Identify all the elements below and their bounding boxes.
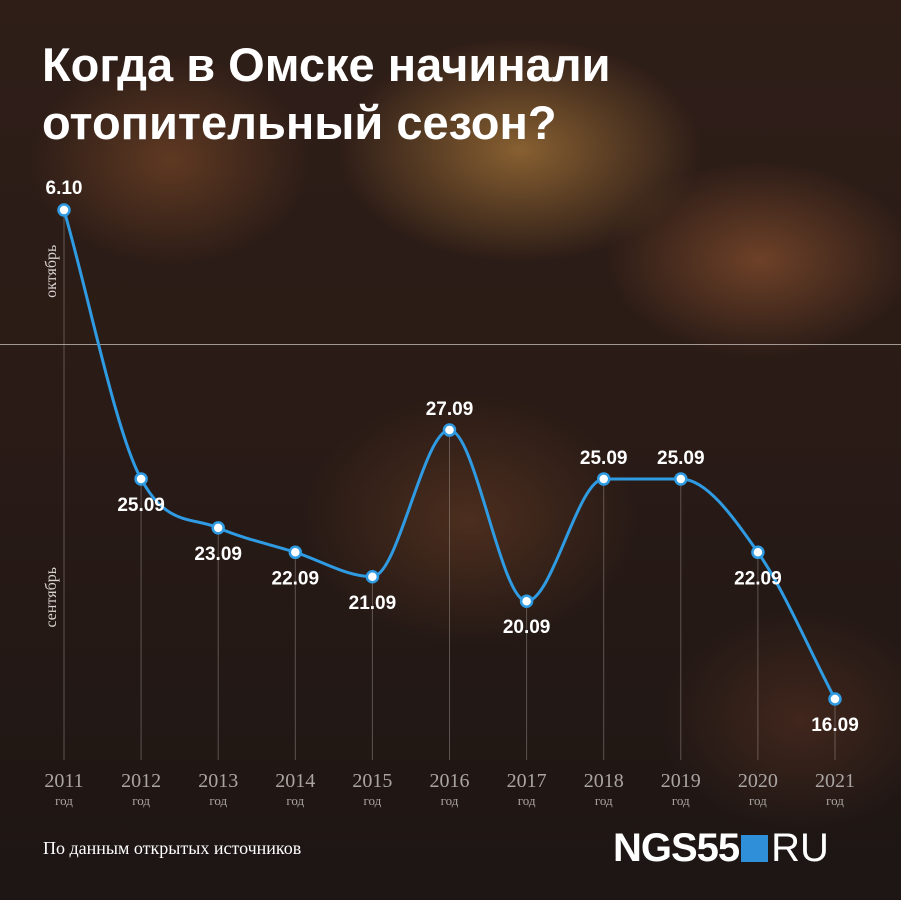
month-label-september: сентябрь bbox=[43, 567, 60, 628]
x-tick-unit-2016: год bbox=[441, 793, 459, 808]
data-label-2021: 16.09 bbox=[811, 715, 859, 736]
data-label-2012: 25.09 bbox=[117, 495, 165, 516]
x-tick-2019: 2019 bbox=[661, 770, 701, 792]
x-tick-2016: 2016 bbox=[430, 770, 470, 792]
point-2020 bbox=[751, 545, 765, 560]
x-tick-unit-2019: год bbox=[672, 793, 690, 808]
x-tick-2017: 2017 bbox=[507, 770, 547, 792]
point-2021 bbox=[828, 692, 842, 706]
x-tick-unit-2018: год bbox=[595, 793, 613, 808]
data-labels: 6.10 25.09 23.09 22.09 21.09 27.09 20.09 25.09 2… bbox=[46, 178, 859, 736]
x-tick-2021: 2021 bbox=[815, 770, 855, 792]
logo-square bbox=[741, 835, 769, 862]
x-tick-unit-2021: год bbox=[826, 793, 844, 808]
x-tick-2011: 2011 bbox=[44, 770, 83, 792]
ngs55-logo: NGS55 RU bbox=[613, 826, 829, 870]
point-2017 bbox=[519, 594, 534, 608]
gridlines bbox=[0, 210, 901, 760]
x-tick-unit-2013: год bbox=[209, 793, 227, 808]
x-tick-2013: 2013 bbox=[198, 770, 238, 792]
data-label-2017: 20.09 bbox=[503, 617, 551, 638]
x-tick-unit-2017: год bbox=[518, 793, 536, 808]
data-label-2014: 22.09 bbox=[272, 568, 320, 589]
x-axis: 2011год2012год2013год2014год2015год2016г… bbox=[44, 770, 855, 808]
logo-brand: NGS55 bbox=[613, 826, 740, 870]
point-2014 bbox=[288, 545, 303, 560]
x-tick-2018: 2018 bbox=[584, 770, 624, 792]
data-label-2018: 25.09 bbox=[580, 448, 628, 469]
x-tick-2020: 2020 bbox=[738, 770, 778, 792]
point-2011 bbox=[57, 203, 71, 217]
x-tick-unit-2011: год bbox=[55, 793, 73, 808]
point-2015 bbox=[365, 570, 380, 584]
data-label-2020: 22.09 bbox=[734, 568, 782, 589]
x-tick-2012: 2012 bbox=[121, 770, 161, 792]
x-tick-2014: 2014 bbox=[275, 770, 315, 792]
point-2016 bbox=[442, 423, 457, 437]
data-label-2016: 27.09 bbox=[426, 399, 474, 420]
point-2013 bbox=[211, 521, 225, 535]
chart-title: Когда в Омске начинали отопительный сезо… bbox=[42, 38, 611, 149]
data-label-2013: 23.09 bbox=[194, 544, 242, 565]
data-points bbox=[57, 203, 842, 706]
point-2018 bbox=[596, 472, 611, 486]
data-label-2015: 21.09 bbox=[349, 593, 397, 614]
x-tick-2015: 2015 bbox=[352, 770, 392, 792]
x-tick-unit-2012: год bbox=[132, 793, 150, 808]
point-2019 bbox=[674, 472, 688, 486]
month-bands: октябрь сентябрь bbox=[43, 245, 60, 628]
logo-suffix: RU bbox=[771, 826, 829, 870]
x-tick-unit-2014: год bbox=[286, 793, 304, 808]
data-label-2011: 6.10 bbox=[46, 178, 83, 199]
source-note: По данным открытых источников bbox=[43, 838, 302, 858]
point-2012 bbox=[134, 472, 148, 486]
x-tick-unit-2015: год bbox=[364, 793, 382, 808]
data-label-2019: 25.09 bbox=[657, 448, 705, 469]
month-label-october: октябрь bbox=[43, 245, 60, 298]
x-tick-unit-2020: год bbox=[749, 793, 767, 808]
